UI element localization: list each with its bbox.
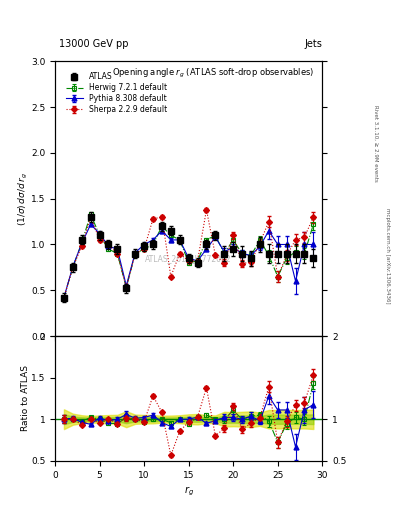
Text: Jets: Jets [305, 38, 322, 49]
Y-axis label: Ratio to ATLAS: Ratio to ATLAS [20, 366, 29, 432]
Legend: ATLAS, Herwig 7.2.1 default, Pythia 8.308 default, Sherpa 2.2.9 default: ATLAS, Herwig 7.2.1 default, Pythia 8.30… [64, 71, 169, 116]
X-axis label: $r_g$: $r_g$ [184, 485, 194, 499]
Text: Opening angle $r_g$ (ATLAS soft-drop observables): Opening angle $r_g$ (ATLAS soft-drop obs… [112, 67, 314, 80]
Text: Rivet 3.1.10, ≥ 2.9M events: Rivet 3.1.10, ≥ 2.9M events [373, 105, 378, 182]
Text: ATLAS_2019_I1772062: ATLAS_2019_I1772062 [145, 254, 232, 264]
Y-axis label: $(1/\sigma)\,d\sigma/d\,r_g$: $(1/\sigma)\,d\sigma/d\,r_g$ [17, 172, 29, 226]
Text: 13000 GeV pp: 13000 GeV pp [59, 38, 129, 49]
Text: mcplots.cern.ch [arXiv:1306.3436]: mcplots.cern.ch [arXiv:1306.3436] [385, 208, 389, 304]
